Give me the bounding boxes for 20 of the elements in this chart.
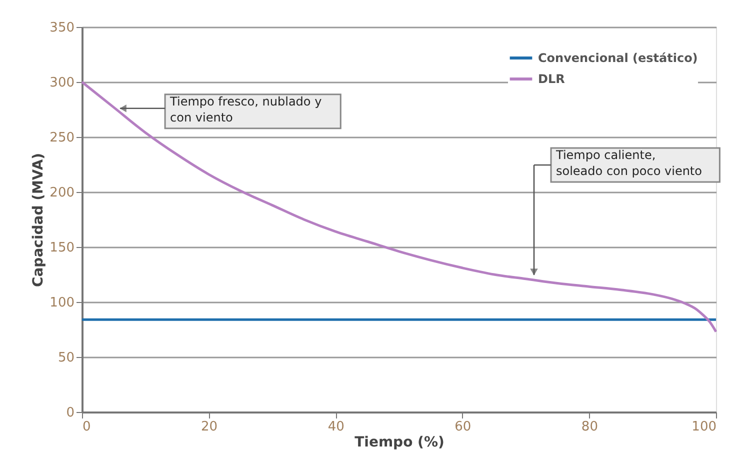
y-tick-label: 50 <box>58 350 74 366</box>
x-tick-label: 40 <box>328 420 344 434</box>
y-tick-label: 200 <box>50 186 74 200</box>
y-tick-label: 0 <box>66 406 74 420</box>
legend-label: Convencional (estático) <box>538 51 698 65</box>
y-tick-label: 350 <box>50 20 74 36</box>
x-tick-label: 0 <box>82 420 91 434</box>
y-axis-title: Capacidad (MVA) <box>30 152 47 288</box>
y-tick-label: 300 <box>50 76 74 90</box>
annotation: Tiempo caliente, soleado con poco viento <box>555 148 702 178</box>
y-tick-label: 150 <box>50 240 74 256</box>
x-tick-label: 60 <box>454 420 472 434</box>
x-axis-title: Tiempo (%) <box>354 434 444 450</box>
legend-label: DLR <box>538 72 565 86</box>
x-tick-label: 20 <box>201 420 218 434</box>
y-tick-label: 250 <box>50 130 74 146</box>
x-tick-label: 100 <box>692 420 716 434</box>
annotation: Tiempo fresco, nublado y con viento <box>169 94 322 124</box>
y-tick-label: 100 <box>50 296 74 310</box>
x-tick-label: 80 <box>581 420 598 434</box>
